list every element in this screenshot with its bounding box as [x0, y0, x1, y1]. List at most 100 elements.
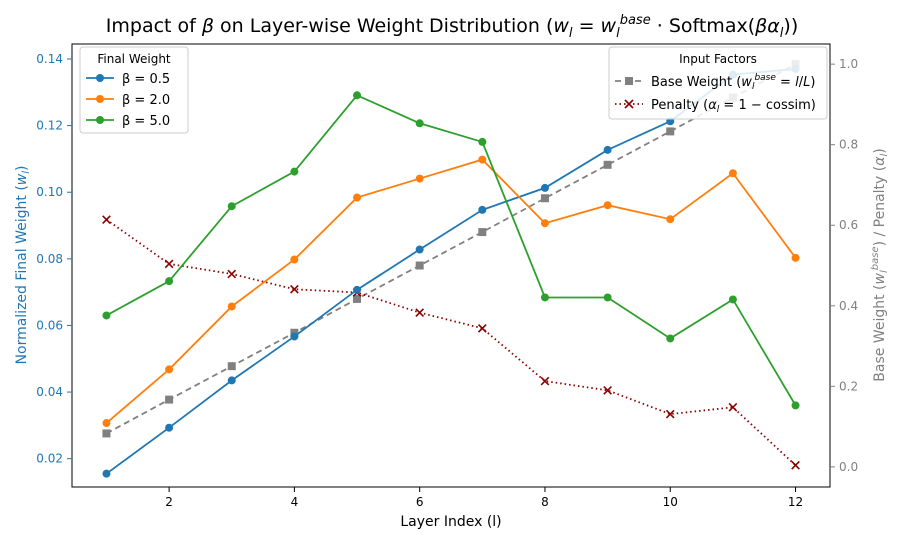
y-right-tick-label-5: 1.0	[839, 57, 858, 71]
point-0-5-7	[478, 205, 487, 214]
point-base-weight-w-l-base-l-l-3	[227, 362, 236, 371]
point-5-0-6	[415, 119, 424, 128]
series-line-penalty-l-1-cossim	[105, 218, 797, 466]
legend-item-penalty: Penalty (αl = 1 − cossim)	[615, 98, 816, 115]
point-0-5-3	[227, 376, 236, 385]
legend-item-beta-0.5: β = 0.5	[86, 72, 170, 87]
y-left-tick-label-3: 0.08	[36, 252, 63, 266]
point-5-0-12	[791, 401, 800, 410]
point-2-0-2	[165, 365, 174, 374]
legend-label-penalty: Penalty (αl = 1 − cossim)	[651, 98, 816, 115]
series-right-penalty-l-1-cossim	[102, 215, 800, 470]
point-5-0-5	[353, 91, 362, 100]
point-2-0-1	[102, 419, 111, 428]
point-base-weight-w-l-base-l-l-2	[165, 395, 174, 404]
point-2-0-11	[728, 169, 737, 178]
point-0-5-5	[353, 285, 362, 294]
x-axis-label: Layer Index (l)	[400, 514, 501, 530]
legend-label-beta-0.5: β = 0.5	[122, 72, 170, 87]
y-right-tick-label-3: 0.6	[839, 218, 858, 232]
legend-label-beta-2.0: β = 2.0	[122, 93, 170, 108]
x-tick-label-10: 10	[663, 495, 678, 509]
point-penalty-l-1-cossim-3	[227, 269, 237, 279]
legend-input-factors: Input Factors Base Weight (wlbase = l/L)…	[608, 46, 828, 120]
point-base-weight-w-l-base-l-l-5	[353, 294, 362, 303]
point-2-0-3	[227, 302, 236, 311]
legend-item-beta-2.0: β = 2.0	[86, 93, 170, 108]
point-penalty-l-1-cossim-12	[791, 460, 800, 470]
point-penalty-l-1-cossim-1	[102, 215, 111, 224]
series-line-2-0	[105, 158, 797, 424]
point-0-5-8	[540, 183, 549, 192]
point-2-0-6	[415, 174, 424, 183]
point-base-weight-w-l-base-l-l-8	[540, 194, 549, 203]
y-left-tick-label-5: 0.12	[36, 119, 63, 133]
legend-final-weight-title: Final Weight	[97, 52, 171, 66]
point-2-0-9	[603, 201, 612, 210]
point-penalty-l-1-cossim-7	[477, 323, 487, 333]
y-left-tick-label-4: 0.10	[36, 185, 63, 199]
y-axis-right-label: Base Weight (wlbase) / Penalty (αl)	[870, 148, 890, 381]
point-2-0-10	[666, 215, 675, 224]
y-right-tick-label-0: 0.0	[839, 460, 858, 474]
y-left-tick-label-2: 0.06	[36, 318, 63, 332]
point-penalty-l-1-cossim-9	[603, 385, 612, 395]
point-penalty-l-1-cossim-6	[415, 308, 425, 317]
series-left-0-5	[102, 64, 800, 478]
point-base-weight-w-l-base-l-l-9	[603, 160, 612, 169]
x-tick-label-4: 4	[291, 495, 299, 509]
y-right-tick-label-1: 0.2	[839, 379, 858, 393]
point-2-0-7	[478, 155, 487, 164]
y-left-tick-label-6: 0.14	[36, 52, 63, 66]
point-0-5-1	[102, 469, 111, 478]
series-line-base-weight-w-l-base-l-l	[106, 63, 796, 435]
legend-input-factors-title: Input Factors	[679, 52, 757, 66]
plot-area	[71, 43, 831, 488]
y-axis-left-label: Normalized Final Weight (wl)	[14, 166, 32, 365]
point-0-5-2	[165, 423, 174, 432]
series-left-5-0	[102, 91, 800, 410]
point-5-0-10	[666, 334, 675, 343]
point-penalty-l-1-cossim-10	[665, 409, 675, 419]
legend-item-beta-5.0: β = 5.0	[86, 114, 170, 129]
point-5-0-7	[478, 137, 487, 146]
point-2-0-12	[791, 253, 800, 262]
legend-final-weight: Final Weight β = 0.5 β = 2.0 β = 5.0	[79, 46, 189, 134]
point-0-5-6	[415, 245, 424, 254]
point-5-0-9	[603, 293, 612, 302]
y-left-tick-label-0: 0.02	[36, 452, 63, 466]
chart-title: Impact of β on Layer-wise Weight Distrib…	[106, 13, 798, 41]
x-tick-label-2: 2	[165, 495, 173, 509]
point-base-weight-w-l-base-l-l-7	[478, 228, 487, 237]
series-left-2-0	[102, 155, 800, 428]
point-penalty-l-1-cossim-2	[164, 259, 174, 269]
point-base-weight-w-l-base-l-l-10	[666, 127, 675, 136]
series-line-5-0	[106, 94, 797, 406]
legend-item-base-weight: Base Weight (wlbase = l/L)	[615, 73, 815, 92]
point-2-0-5	[353, 193, 362, 202]
y-right-tick-label-2: 0.4	[839, 299, 858, 313]
point-5-0-8	[540, 293, 549, 302]
x-tick-label-8: 8	[541, 495, 549, 509]
point-penalty-l-1-cossim-11	[728, 402, 738, 412]
point-5-0-2	[165, 277, 174, 286]
point-base-weight-w-l-base-l-l-6	[415, 261, 424, 270]
point-5-0-1	[102, 311, 111, 320]
x-tick-label-6: 6	[416, 495, 424, 509]
x-tick-label-12: 12	[788, 495, 803, 509]
point-0-5-9	[603, 145, 612, 154]
point-2-0-8	[540, 219, 549, 228]
point-penalty-l-1-cossim-8	[540, 376, 550, 386]
point-2-0-4	[290, 255, 299, 264]
y-left-tick-label-1: 0.04	[36, 385, 63, 399]
point-0-5-4	[290, 332, 299, 341]
point-base-weight-w-l-base-l-l-1	[102, 429, 111, 438]
legend-label-base-weight: Base Weight (wlbase = l/L)	[651, 73, 815, 92]
point-5-0-11	[728, 295, 737, 304]
point-5-0-3	[227, 202, 236, 211]
point-5-0-4	[290, 167, 299, 176]
legend-label-beta-5.0: β = 5.0	[122, 114, 170, 129]
point-penalty-l-1-cossim-4	[290, 284, 299, 294]
y-right-tick-label-4: 0.8	[839, 138, 858, 152]
